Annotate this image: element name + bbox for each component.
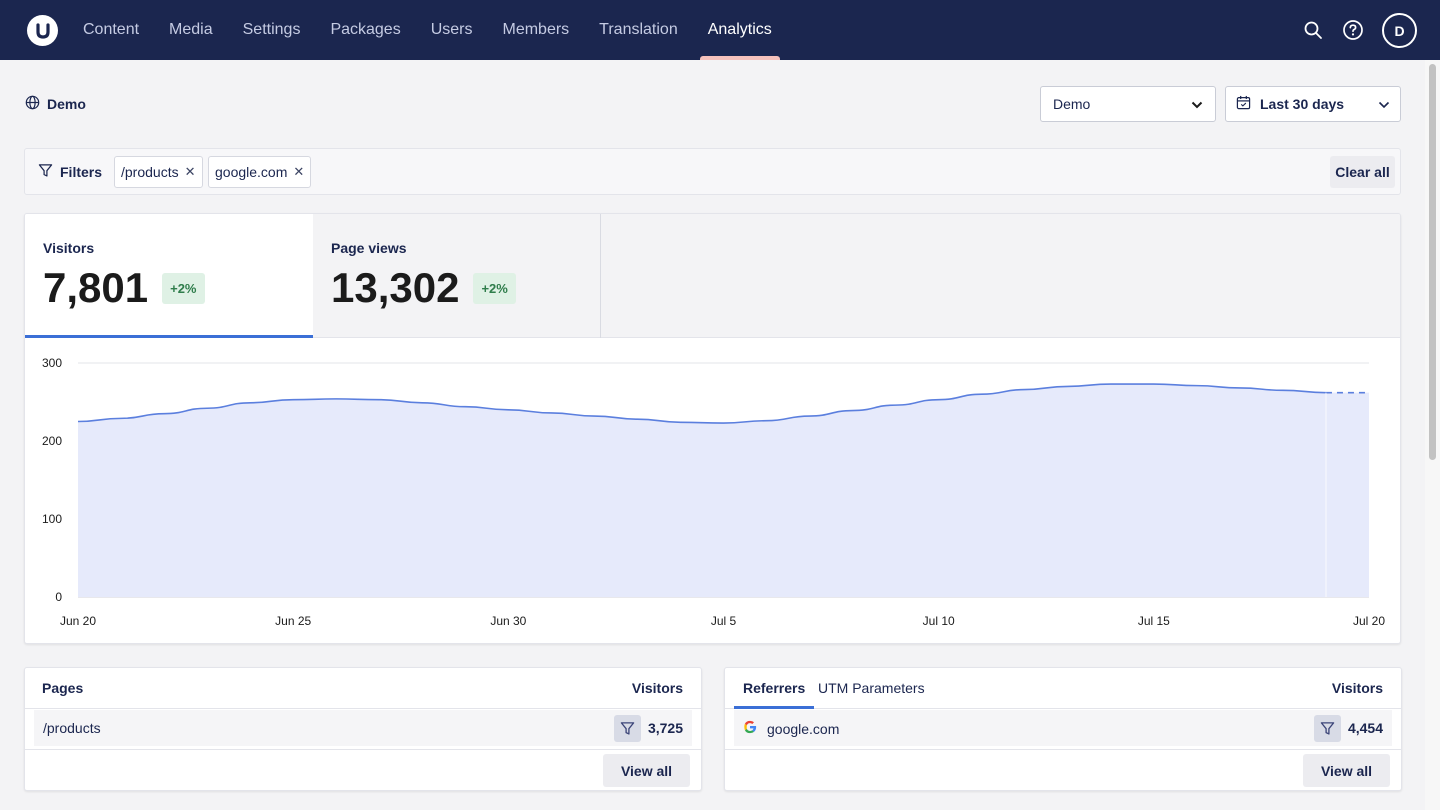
visitors-chart: 0 100 200 300 Jun 20 Jun 25 Jun 30 Jul 5 Jul 10 J… — [25, 338, 1400, 643]
x-tick-label: Jul 10 — [923, 614, 955, 628]
visitors-column-header: Visitors — [1331, 680, 1383, 696]
metric-title: Visitors — [43, 240, 95, 256]
referrer-name: google.com — [767, 720, 840, 737]
x-tick-label: Jun 25 — [275, 614, 311, 628]
y-tick-label: 300 — [42, 356, 62, 370]
site-title: Demo — [25, 95, 86, 113]
date-range-select[interactable]: Last 30 days — [1225, 86, 1401, 122]
area-fill — [78, 384, 1369, 597]
x-tick-label: Jul 5 — [711, 614, 737, 628]
nav-item-content[interactable]: Content — [83, 21, 140, 38]
divider — [725, 749, 1401, 750]
remove-filter-icon[interactable]: ✕ — [184, 164, 196, 179]
series-line — [77, 383, 1326, 424]
search-icon[interactable] — [1301, 18, 1325, 42]
nav-item-analytics[interactable]: Analytics — [693, 0, 787, 60]
nav-item-media[interactable]: Media — [169, 21, 213, 38]
filter-chip-label: /products — [121, 164, 179, 180]
x-tick-label: Jul 15 — [1138, 614, 1170, 628]
filter-icon — [38, 163, 53, 181]
site-select[interactable]: Demo — [1040, 86, 1216, 122]
list-item[interactable]: /products 3,725 — [34, 710, 692, 746]
referrers-header: Referrers UTM Parameters Visitors — [725, 668, 1401, 709]
globe-icon — [25, 95, 40, 113]
nav-item-users[interactable]: Users — [430, 21, 473, 38]
main-nav: Content Media Settings Packages Users Me… — [68, 0, 787, 60]
chevron-down-icon — [1191, 96, 1203, 112]
view-all-pages-button[interactable]: View all — [603, 754, 690, 787]
nav-item-members[interactable]: Members — [502, 21, 570, 38]
view-all-referrers-button[interactable]: View all — [1303, 754, 1390, 787]
site-select-value: Demo — [1053, 96, 1091, 112]
clear-all-button[interactable]: Clear all — [1330, 156, 1395, 188]
pages-card: Pages Visitors /products 3,725 View all — [24, 667, 702, 791]
visitors-column-header: Visitors — [631, 680, 683, 696]
site-name: Demo — [47, 96, 86, 112]
metric-value: 7,801 — [43, 264, 149, 311]
referrer-name-cell: google.com — [743, 720, 839, 737]
filters-bar: Filters /products ✕ google.com ✕ Clear a… — [24, 148, 1401, 195]
pages-title: Pages — [42, 680, 84, 696]
date-range-value: Last 30 days — [1260, 96, 1345, 112]
top-navigation: Content Media Settings Packages Users Me… — [0, 0, 1440, 60]
metric-value: 13,302 — [331, 264, 460, 311]
visitor-count: 3,725 — [647, 720, 683, 736]
page-scrollbar[interactable] — [1425, 60, 1440, 810]
nav-item-settings[interactable]: Settings — [242, 21, 301, 38]
chevron-down-icon — [1378, 96, 1390, 112]
metric-delta-badge: +2% — [162, 272, 205, 304]
filter-chip-referrer: google.com ✕ — [208, 156, 312, 188]
filter-chip-label: google.com — [215, 164, 288, 180]
metric-title: Page views — [331, 240, 407, 256]
google-icon — [743, 720, 757, 737]
x-tick-label: Jun 20 — [60, 614, 96, 628]
list-item[interactable]: google.com 4,454 — [734, 710, 1392, 746]
metrics-card: Visitors 7,801 +2% Page views 13,302 +2%… — [24, 213, 1401, 644]
metric-divider — [600, 214, 601, 338]
scrollbar-thumb[interactable] — [1429, 64, 1436, 460]
metric-tab-pageviews[interactable]: Page views 13,302 +2% — [313, 214, 601, 338]
user-avatar[interactable]: D — [1382, 13, 1417, 48]
y-tick-label: 200 — [42, 434, 62, 448]
chart-svg: 0 100 200 300 Jun 20 Jun 25 Jun 30 Jul 5 Jul 10 J… — [42, 356, 1385, 628]
metric-tab-visitors[interactable]: Visitors 7,801 +2% — [25, 214, 313, 338]
metric-tabs: Visitors 7,801 +2% Page views 13,302 +2% — [25, 214, 1400, 338]
divider — [25, 749, 701, 750]
nav-item-translation[interactable]: Translation — [599, 21, 678, 38]
tab-referrers[interactable]: Referrers — [734, 668, 815, 709]
pages-header: Pages Visitors — [25, 668, 701, 709]
referrers-card: Referrers UTM Parameters Visitors google… — [724, 667, 1402, 791]
filter-icon[interactable] — [1314, 715, 1341, 742]
filters-text: Filters — [60, 164, 103, 180]
remove-filter-icon[interactable]: ✕ — [293, 164, 305, 179]
nav-item-packages[interactable]: Packages — [330, 21, 401, 38]
tab-utm-parameters[interactable]: UTM Parameters — [818, 680, 925, 696]
page-path: /products — [43, 720, 101, 736]
y-tick-label: 100 — [42, 512, 62, 526]
filter-chip-page: /products ✕ — [114, 156, 203, 188]
help-icon[interactable] — [1341, 18, 1365, 42]
metric-delta-badge: +2% — [473, 272, 516, 304]
calendar-icon — [1236, 95, 1251, 113]
y-tick-label: 0 — [55, 590, 62, 604]
visitor-count: 4,454 — [1347, 720, 1383, 736]
umbraco-logo-icon[interactable] — [27, 15, 58, 46]
x-tick-label: Jul 20 — [1353, 614, 1385, 628]
filters-label[interactable]: Filters — [38, 163, 102, 181]
x-tick-label: Jun 30 — [490, 614, 526, 628]
filter-icon[interactable] — [614, 715, 641, 742]
